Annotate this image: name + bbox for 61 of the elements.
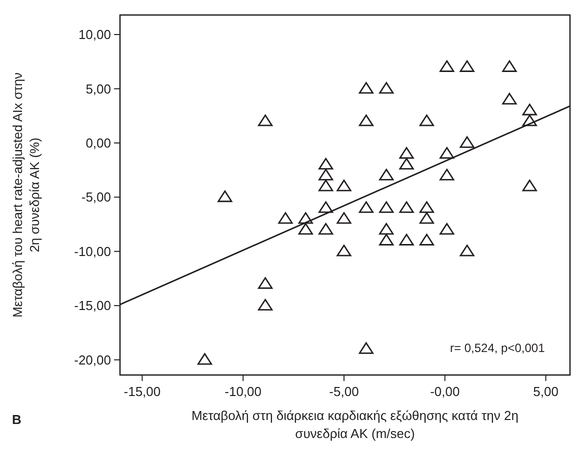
point: [197, 353, 212, 365]
point: [336, 180, 352, 192]
point: [419, 114, 434, 126]
y-tick-label: 0,00: [86, 136, 111, 150]
y-tick-label: 10,00: [78, 27, 111, 42]
y-tick-label: -5,00: [81, 190, 111, 205]
point: [419, 234, 434, 246]
point: [278, 212, 293, 224]
point: [379, 223, 394, 235]
annotation: r= 0,524, p<0,001: [450, 341, 546, 355]
x-tick-label: -15,00: [124, 384, 161, 399]
point: [399, 147, 414, 159]
point: [440, 147, 454, 159]
y-tick-label: -20,00: [74, 352, 111, 368]
point: [298, 212, 313, 224]
y-tick-label: 5,00: [86, 81, 111, 96]
point: [298, 223, 313, 235]
point: [522, 114, 537, 126]
x-tick-label: -10,00: [224, 384, 262, 399]
point: [522, 104, 537, 116]
point: [218, 190, 232, 202]
point: [318, 180, 334, 192]
point: [399, 201, 414, 213]
x-tick-label: -5,00: [329, 384, 359, 399]
point: [419, 201, 434, 213]
point: [358, 82, 374, 94]
point: [460, 60, 474, 72]
point: [336, 212, 352, 224]
point: [460, 136, 474, 148]
point: [399, 158, 414, 170]
x-tick-label: -0,00: [430, 384, 460, 399]
x-axis-title: Μεταβολή στη διάρκεια καρδιακής εξώθησης κατά την 2η συνεδρία ΑΚ (m/sec): [192, 408, 518, 441]
point: [399, 234, 414, 246]
point: [318, 223, 334, 235]
point: [318, 201, 334, 213]
point: [318, 168, 334, 180]
point: [502, 92, 517, 104]
point: [258, 114, 273, 126]
point: [379, 82, 394, 94]
point: [258, 277, 273, 289]
point: [460, 244, 474, 256]
y-tick-label: -10,00: [74, 244, 111, 259]
text: B: [12, 412, 22, 427]
point: [440, 60, 454, 72]
point: [358, 114, 374, 126]
point: [358, 342, 374, 354]
x-tick-label: 5,00: [533, 384, 558, 399]
point: [336, 244, 352, 256]
point: [419, 212, 434, 224]
point: [258, 298, 273, 310]
y-axis-title: Μεταβολή του heart rate-adjusted AIx στην 2η συνεδρία ΑΚ (%): [10, 72, 42, 318]
point: [358, 201, 374, 213]
point: [379, 168, 394, 180]
point: [440, 223, 454, 235]
point: [502, 60, 517, 72]
point: [379, 201, 394, 213]
point: [522, 180, 537, 192]
point: [318, 158, 334, 170]
point: [440, 168, 454, 180]
point: [379, 234, 394, 246]
y-tick-label: -15,00: [74, 298, 111, 314]
